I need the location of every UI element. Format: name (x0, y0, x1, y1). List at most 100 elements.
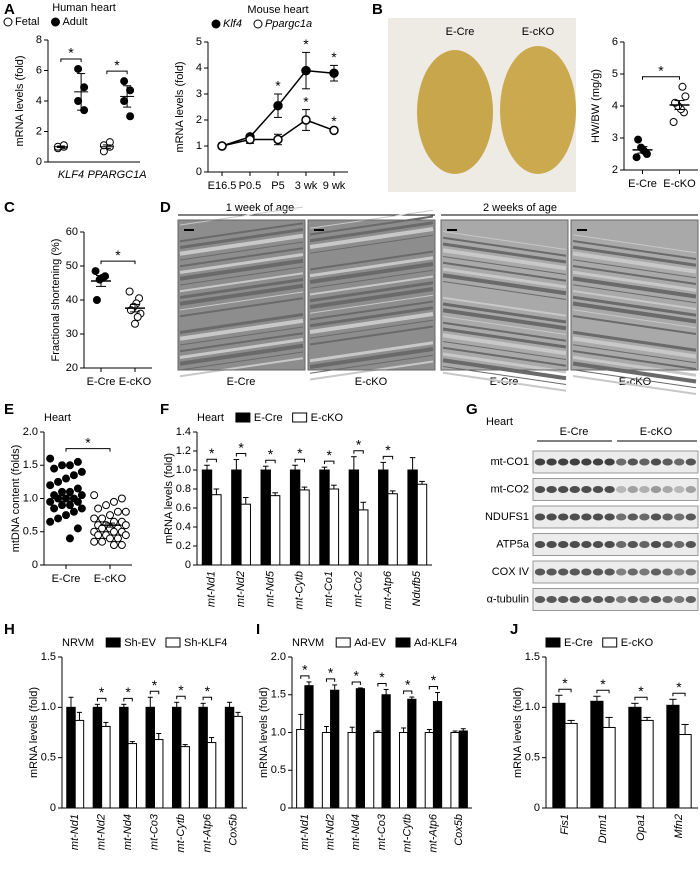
blot-band (604, 596, 615, 603)
fiber (572, 344, 697, 364)
y-tick-label: 4 (612, 100, 618, 112)
x-tick-label: Opa1 (635, 814, 647, 841)
x-tick-label: mt-Nd4 (122, 814, 134, 850)
fiber (572, 240, 697, 260)
bar (387, 493, 398, 566)
significance: * (431, 672, 437, 688)
legend-label: Fetal (15, 16, 39, 28)
legend-marker (253, 19, 263, 29)
blot-band (592, 568, 604, 576)
x-tick-label: mt-Atp6 (382, 570, 394, 609)
y-axis-label: Fractional shortening (%) (50, 239, 62, 362)
data-point (117, 541, 126, 550)
y-tick-label: 0 (196, 166, 202, 178)
blot-band (616, 458, 627, 466)
y-tick-label: 2 (36, 125, 42, 137)
blot-band (650, 513, 662, 521)
fiber (179, 283, 304, 306)
blot-strip (532, 588, 699, 611)
x-tick-label: mt-Co2 (352, 571, 364, 607)
data-point (92, 296, 101, 304)
significance: * (99, 684, 105, 700)
fiber (309, 294, 434, 314)
blot-band (546, 596, 557, 603)
significance-bracket (382, 455, 394, 460)
blot-band (662, 486, 673, 493)
significance: * (356, 436, 362, 452)
significance-bracket (106, 70, 128, 75)
significance: * (85, 434, 91, 450)
chart-title: Human heart (52, 2, 116, 14)
panel-label: G (466, 401, 478, 418)
y-tick-label: 3 (612, 132, 618, 144)
fiber (309, 300, 434, 321)
panel-label: I (256, 621, 260, 638)
chart-title: Heart (197, 412, 224, 424)
y-tick-label: 2 (612, 164, 618, 176)
x-tick-label: mt-Nd1 (69, 814, 81, 850)
x-tick-label: mt-Nd2 (96, 814, 108, 850)
y-tick-label: 0.5 (23, 526, 38, 538)
bar (296, 728, 306, 809)
fiber (179, 338, 304, 359)
blot-band (650, 596, 662, 603)
data-point (121, 521, 130, 530)
x-tick-label: Ndufb5 (411, 570, 423, 606)
panel-label: J (510, 621, 518, 638)
data-point (301, 115, 311, 125)
fiber (442, 321, 567, 342)
fiber (442, 341, 567, 360)
bar (206, 742, 217, 809)
fiber (309, 269, 434, 289)
data-point (113, 507, 122, 516)
fiber (572, 265, 697, 285)
blot-band (616, 513, 627, 521)
bar (640, 719, 654, 809)
blot-band (639, 513, 650, 521)
fiber (179, 222, 304, 243)
x-tick-label: mt-Nd5 (264, 570, 276, 607)
bar (198, 706, 208, 809)
bar (378, 469, 389, 566)
data-point (273, 134, 283, 145)
data-point (54, 514, 63, 523)
y-tick-label: 2.0 (23, 426, 38, 438)
blot-row-label: α-tubulin (487, 593, 529, 605)
panel-label: C (4, 199, 15, 216)
fiber (179, 291, 304, 311)
fiber (309, 227, 434, 249)
legend-swatch (335, 637, 351, 648)
significance: * (405, 677, 411, 693)
bar (289, 469, 301, 566)
bar (224, 706, 235, 809)
data-point (74, 97, 83, 105)
legend-swatch (165, 637, 181, 648)
fiber (572, 375, 697, 395)
significance-bracket (300, 675, 310, 679)
x-tick-label: E-cKO (94, 573, 127, 585)
bar (424, 732, 434, 809)
data-point (69, 507, 78, 516)
blot-band (674, 568, 685, 576)
significance: * (658, 63, 664, 79)
bar (347, 732, 357, 809)
significance-bracket (176, 695, 186, 700)
blot-band (604, 486, 615, 493)
blot-band (662, 568, 673, 576)
x-tick-label: E-Cre (628, 178, 657, 190)
significance-bracket (634, 696, 648, 701)
y-tick-label: 6 (36, 64, 42, 76)
fiber (442, 281, 567, 300)
significance: * (303, 36, 309, 52)
legend-swatch (235, 412, 251, 423)
y-tick-label: 0.5 (271, 764, 286, 776)
significance-bracket (96, 697, 107, 702)
fiber (442, 346, 567, 367)
blot-band (650, 458, 662, 466)
blot-strip (532, 533, 699, 556)
data-point (77, 467, 86, 476)
bar (666, 704, 680, 809)
photo-label: E-Cre (446, 26, 475, 38)
blot-band (662, 596, 673, 603)
